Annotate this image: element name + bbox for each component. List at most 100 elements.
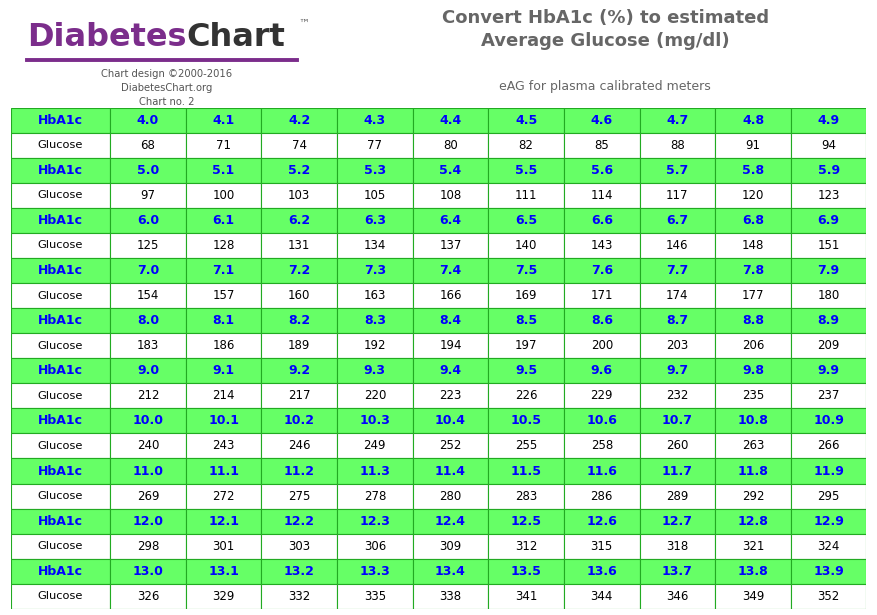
Text: 13.4: 13.4 bbox=[435, 565, 466, 577]
Bar bbox=[261, 459, 337, 483]
Text: 94: 94 bbox=[821, 139, 836, 152]
Text: 11.7: 11.7 bbox=[662, 464, 693, 477]
Bar bbox=[413, 459, 488, 483]
Text: 12.0: 12.0 bbox=[132, 515, 163, 528]
Text: 143: 143 bbox=[590, 239, 613, 252]
Bar bbox=[716, 459, 791, 483]
Text: 13.1: 13.1 bbox=[208, 565, 239, 577]
Text: 226: 226 bbox=[515, 389, 538, 402]
Bar bbox=[11, 233, 111, 258]
Bar bbox=[413, 483, 488, 509]
Text: 266: 266 bbox=[817, 440, 840, 453]
Text: 13.6: 13.6 bbox=[587, 565, 617, 577]
Text: 160: 160 bbox=[288, 289, 310, 302]
Text: 12.2: 12.2 bbox=[284, 515, 315, 528]
Bar bbox=[11, 509, 111, 534]
Text: 151: 151 bbox=[817, 239, 840, 252]
Bar bbox=[413, 358, 488, 383]
Bar bbox=[111, 383, 186, 408]
Text: Glucose: Glucose bbox=[38, 341, 83, 351]
Text: 125: 125 bbox=[137, 239, 159, 252]
Text: 194: 194 bbox=[439, 339, 461, 352]
Text: 163: 163 bbox=[364, 289, 386, 302]
Bar bbox=[791, 534, 866, 558]
Bar bbox=[337, 358, 413, 383]
Bar bbox=[413, 434, 488, 459]
Text: 329: 329 bbox=[212, 590, 235, 603]
Bar bbox=[564, 333, 639, 358]
Bar bbox=[186, 408, 261, 434]
Text: 9.2: 9.2 bbox=[289, 364, 310, 377]
Text: 4.8: 4.8 bbox=[742, 114, 764, 127]
Text: 6.4: 6.4 bbox=[439, 214, 461, 227]
Text: HbA1c: HbA1c bbox=[38, 114, 82, 127]
Text: 8.5: 8.5 bbox=[515, 314, 538, 327]
Text: 10.5: 10.5 bbox=[510, 415, 542, 427]
Text: 326: 326 bbox=[137, 590, 159, 603]
Text: 123: 123 bbox=[817, 189, 840, 202]
Text: 10.9: 10.9 bbox=[813, 415, 844, 427]
Text: 11.2: 11.2 bbox=[284, 464, 315, 477]
Text: 8.2: 8.2 bbox=[289, 314, 310, 327]
Text: 352: 352 bbox=[817, 590, 840, 603]
Text: 5.1: 5.1 bbox=[212, 164, 235, 177]
Bar bbox=[337, 584, 413, 609]
Text: 229: 229 bbox=[590, 389, 613, 402]
Text: HbA1c: HbA1c bbox=[38, 464, 82, 477]
Bar bbox=[413, 584, 488, 609]
Bar bbox=[111, 459, 186, 483]
Text: Glucose: Glucose bbox=[38, 140, 83, 150]
Bar bbox=[111, 434, 186, 459]
Bar bbox=[639, 383, 716, 408]
Text: 344: 344 bbox=[590, 590, 613, 603]
Bar bbox=[564, 233, 639, 258]
Bar bbox=[186, 434, 261, 459]
Text: 335: 335 bbox=[364, 590, 386, 603]
Text: 346: 346 bbox=[667, 590, 688, 603]
Bar bbox=[564, 584, 639, 609]
Bar bbox=[564, 558, 639, 584]
Bar bbox=[337, 459, 413, 483]
Bar bbox=[111, 208, 186, 233]
Text: 200: 200 bbox=[590, 339, 613, 352]
Text: 186: 186 bbox=[212, 339, 235, 352]
Bar bbox=[639, 108, 716, 133]
Text: 6.9: 6.9 bbox=[817, 214, 839, 227]
Text: 105: 105 bbox=[364, 189, 386, 202]
Bar bbox=[111, 509, 186, 534]
Bar bbox=[337, 158, 413, 183]
Text: 177: 177 bbox=[742, 289, 764, 302]
Text: Glucose: Glucose bbox=[38, 541, 83, 551]
Text: 349: 349 bbox=[742, 590, 764, 603]
Text: 8.1: 8.1 bbox=[212, 314, 235, 327]
Text: 6.2: 6.2 bbox=[289, 214, 310, 227]
Bar bbox=[261, 158, 337, 183]
Bar bbox=[413, 258, 488, 283]
Text: 8.0: 8.0 bbox=[137, 314, 159, 327]
Text: 263: 263 bbox=[742, 440, 764, 453]
Bar bbox=[337, 208, 413, 233]
Bar bbox=[791, 208, 866, 233]
Text: 283: 283 bbox=[515, 490, 538, 502]
Text: 146: 146 bbox=[667, 239, 688, 252]
Bar bbox=[111, 584, 186, 609]
Text: 10.7: 10.7 bbox=[662, 415, 693, 427]
Text: 6.3: 6.3 bbox=[364, 214, 386, 227]
Text: 286: 286 bbox=[590, 490, 613, 502]
Text: 9.7: 9.7 bbox=[667, 364, 688, 377]
Bar bbox=[564, 158, 639, 183]
Bar bbox=[111, 183, 186, 208]
Bar bbox=[488, 333, 564, 358]
Text: HbA1c: HbA1c bbox=[38, 164, 82, 177]
Bar bbox=[337, 258, 413, 283]
Text: 10.8: 10.8 bbox=[738, 415, 768, 427]
Text: 9.6: 9.6 bbox=[591, 364, 613, 377]
Text: 9.9: 9.9 bbox=[817, 364, 839, 377]
Bar bbox=[186, 233, 261, 258]
Text: HbA1c: HbA1c bbox=[38, 515, 82, 528]
Bar bbox=[564, 183, 639, 208]
Text: 148: 148 bbox=[742, 239, 764, 252]
Text: 232: 232 bbox=[667, 389, 688, 402]
Text: 11.4: 11.4 bbox=[435, 464, 466, 477]
Bar bbox=[11, 459, 111, 483]
